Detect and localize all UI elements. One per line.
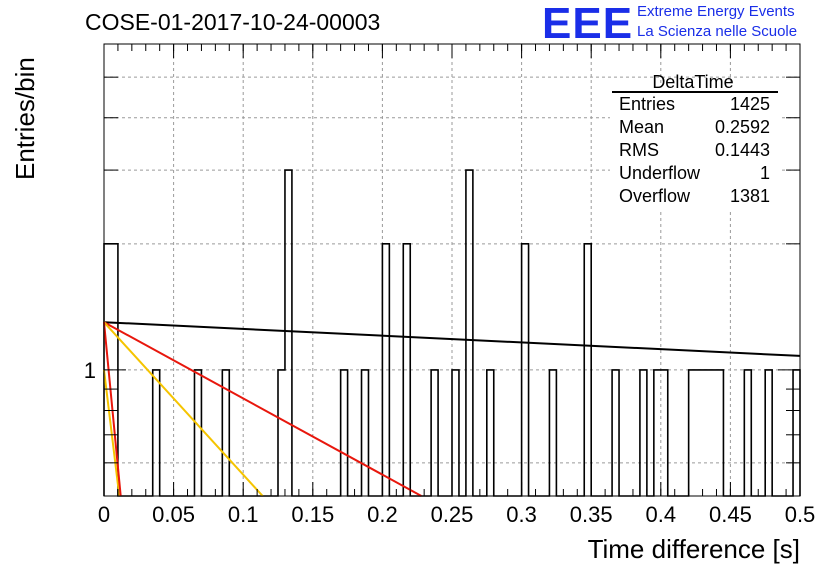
fit-line (103, 322, 122, 497)
histogram-bin (522, 244, 529, 496)
x-tick-label: 0.15 (291, 502, 334, 527)
stats-rows: Entries 1425 Mean 0.2592 RMS 0.1443 Underflow 1… (619, 94, 770, 206)
histogram-bin (710, 370, 717, 496)
x-axis-title: Time difference [s] (588, 534, 800, 564)
x-tick-labels: 0 0.05 0.1 0.15 0.2 0.25 0.3 0.35 0.4 0.45 0.5 (98, 502, 815, 527)
histogram-bin (612, 370, 619, 496)
stats-value: 0.2592 (715, 117, 770, 137)
stats-value: 1425 (730, 94, 770, 114)
histogram-bin (403, 244, 410, 496)
x-tick-label: 0.5 (785, 502, 816, 527)
brand-line-1: Extreme Energy Events (637, 3, 795, 20)
histogram-bin (341, 370, 348, 496)
x-tick-label: 0.4 (646, 502, 677, 527)
brand-line-2: La Scienza nelle Scuole (637, 23, 798, 40)
histogram-bin (431, 370, 438, 496)
histogram-bin (703, 370, 710, 496)
histogram-bin (640, 370, 647, 496)
fit-line (103, 369, 121, 497)
x-tick-label: 0.45 (709, 502, 752, 527)
fit-lines (103, 321, 801, 497)
histogram-bin (285, 170, 292, 496)
stats-box: DeltaTime Entries 1425 Mean 0.2592 RMS 0.1443… (610, 72, 780, 212)
x-tick-label: 0.2 (367, 502, 398, 527)
stats-label: Entries (619, 94, 675, 114)
x-tick-label: 0.1 (228, 502, 259, 527)
histogram-bin (153, 370, 160, 496)
y-tick-label: 1 (84, 358, 96, 383)
histogram-bin (549, 370, 556, 496)
stats-box-background (610, 84, 780, 212)
histogram-bin (382, 244, 389, 496)
fit-line (103, 321, 264, 497)
y-axis-title: Entries/bin (10, 57, 40, 180)
histogram-bin (716, 370, 723, 496)
histogram-bin (584, 244, 591, 496)
histogram-bin (194, 370, 201, 496)
histogram-bin (278, 370, 285, 496)
fit-line (103, 321, 422, 497)
stats-title: DeltaTime (652, 72, 733, 92)
page-title: COSE-01-2017-10-24-00003 (85, 9, 381, 35)
histogram-bin (689, 370, 696, 496)
histogram-bin (696, 370, 703, 496)
stats-value: 0.1443 (715, 140, 770, 160)
histogram-bin (362, 370, 369, 496)
histogram-bin (466, 170, 473, 496)
axis-ticks (103, 43, 801, 496)
x-tick-label: 0.05 (152, 502, 195, 527)
stats-label: Overflow (619, 186, 691, 206)
y-tick-labels: 1 (84, 358, 96, 383)
stats-label: Mean (619, 117, 664, 137)
x-tick-label: 0.35 (570, 502, 613, 527)
x-tick-label: 0.3 (506, 502, 537, 527)
histogram-bin (661, 370, 668, 496)
stats-value: 1381 (730, 186, 770, 206)
histogram-bin (452, 370, 459, 496)
stats-value: 1 (760, 163, 770, 183)
stats-label: Underflow (619, 163, 701, 183)
stats-label: RMS (619, 140, 659, 160)
histogram-bin (487, 370, 494, 496)
histogram-bin (744, 370, 751, 496)
histogram-bin (765, 370, 772, 496)
x-tick-label: 0.25 (431, 502, 474, 527)
x-tick-label: 0 (98, 502, 110, 527)
eee-logo: EEE (542, 0, 634, 48)
histogram-bin (654, 370, 661, 496)
fit-line (103, 321, 801, 357)
